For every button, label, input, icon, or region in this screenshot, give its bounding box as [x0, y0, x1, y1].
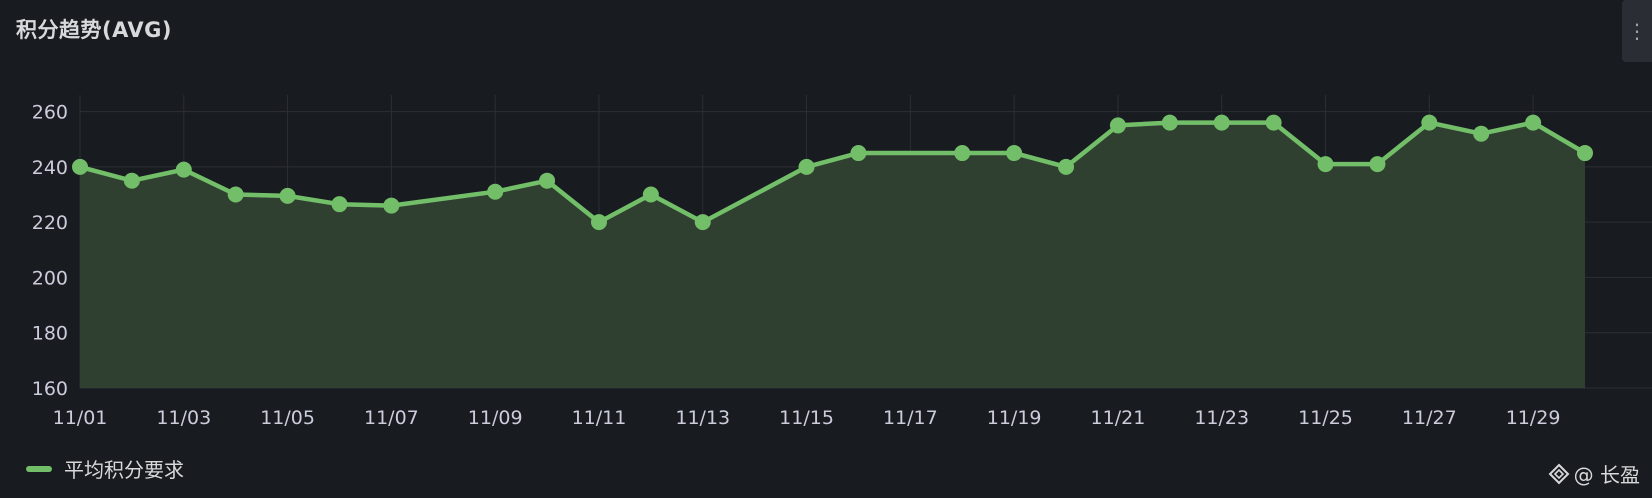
- data-point-11-13[interactable]: [694, 214, 711, 231]
- data-point-11-15[interactable]: [798, 158, 815, 175]
- data-point-11-20[interactable]: [1058, 158, 1075, 175]
- data-point-11-12[interactable]: [642, 186, 659, 203]
- data-point-11-18[interactable]: [954, 145, 971, 162]
- panel-menu-button[interactable]: ⋮: [1622, 0, 1652, 62]
- y-tick-label: 200: [32, 267, 68, 289]
- data-point-11-05[interactable]: [279, 187, 296, 204]
- data-point-11-11[interactable]: [590, 214, 607, 231]
- y-axis: 160 180 200 220 240 260: [32, 102, 68, 400]
- x-tick-label: 11/07: [364, 407, 419, 429]
- data-point-11-04[interactable]: [227, 186, 244, 203]
- x-tick-label: 11/25: [1298, 407, 1353, 429]
- y-tick-label: 180: [32, 323, 68, 345]
- data-point-11-06[interactable]: [331, 196, 348, 213]
- x-tick-label: 11/19: [987, 407, 1042, 429]
- y-tick-label: 260: [32, 102, 68, 124]
- data-point-11-19[interactable]: [1006, 145, 1023, 162]
- ellipsis-vertical-icon: ⋮: [1627, 19, 1647, 43]
- x-tick-label: 11/05: [260, 407, 315, 429]
- data-point-11-27[interactable]: [1421, 114, 1438, 131]
- data-point-11-16[interactable]: [850, 145, 867, 162]
- data-point-11-25[interactable]: [1317, 156, 1334, 173]
- data-point-11-26[interactable]: [1369, 156, 1386, 173]
- diamond-logo-icon: [1548, 463, 1570, 485]
- y-tick-label: 240: [32, 157, 68, 179]
- x-tick-label: 11/03: [156, 407, 211, 429]
- watermark: @ 长盈: [1548, 459, 1640, 488]
- data-point-11-09[interactable]: [487, 183, 504, 200]
- legend-label[interactable]: 平均积分要求: [64, 458, 184, 482]
- data-point-11-01[interactable]: [72, 158, 88, 175]
- x-tick-label: 11/13: [675, 407, 730, 429]
- series-area-layer: [80, 122, 1585, 388]
- x-tick-label: 11/27: [1402, 407, 1457, 429]
- data-point-11-10[interactable]: [539, 172, 556, 189]
- y-tick-label: 160: [32, 378, 68, 400]
- x-tick-label: 11/11: [572, 407, 627, 429]
- legend-swatch: [26, 465, 52, 472]
- data-point-11-24[interactable]: [1265, 114, 1282, 131]
- y-tick-label: 220: [32, 212, 68, 234]
- data-point-11-29[interactable]: [1525, 114, 1542, 131]
- data-point-11-21[interactable]: [1109, 117, 1126, 134]
- x-tick-label: 11/23: [1194, 407, 1249, 429]
- data-point-11-28[interactable]: [1473, 125, 1490, 142]
- x-tick-label: 11/21: [1091, 407, 1146, 429]
- data-point-11-30[interactable]: [1577, 145, 1593, 162]
- x-tick-label: 11/29: [1506, 407, 1561, 429]
- panel-title: 积分趋势(AVG): [16, 18, 173, 42]
- x-axis: 11/01 11/03 11/05 11/07 11/09 11/11 11/13 11/15…: [53, 407, 1561, 429]
- watermark-text: @ 长盈: [1573, 463, 1640, 487]
- x-tick-label: 11/01: [53, 407, 108, 429]
- data-point-11-22[interactable]: [1161, 114, 1178, 131]
- x-tick-label: 11/17: [883, 407, 938, 429]
- series-area-fill: [80, 122, 1585, 388]
- x-tick-label: 11/15: [779, 407, 834, 429]
- data-point-11-03[interactable]: [175, 161, 192, 178]
- data-point-11-23[interactable]: [1213, 114, 1230, 131]
- series-points-layer[interactable]: [72, 114, 1593, 231]
- data-point-11-07[interactable]: [383, 197, 400, 214]
- x-tick-label: 11/09: [468, 407, 523, 429]
- legend[interactable]: 平均积分要求: [26, 454, 184, 483]
- data-point-11-02[interactable]: [123, 172, 140, 189]
